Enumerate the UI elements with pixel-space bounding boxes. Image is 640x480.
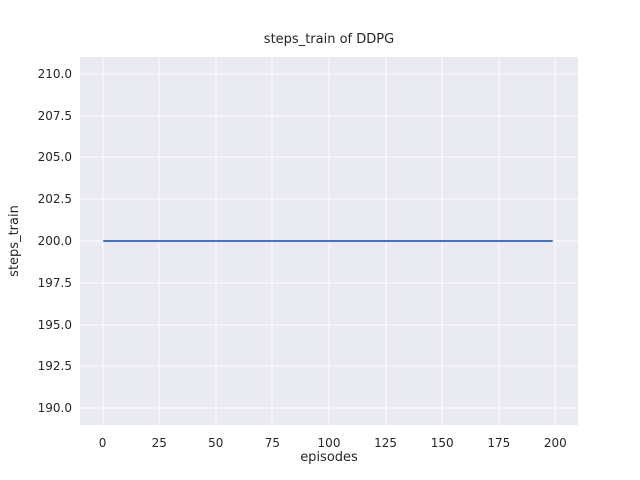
horizontal-grid-line [80, 324, 578, 326]
horizontal-grid-line [80, 115, 578, 117]
x-tick-labels: 0 25 50 75 100 125 150 175 200 [80, 437, 578, 451]
chart-title: steps_train of DDPG [263, 32, 395, 47]
plot-area [80, 57, 578, 425]
x-tick-label: 150 [430, 436, 454, 450]
x-tick-label: 125 [374, 436, 398, 450]
y-tick-label: 202.5 [37, 192, 72, 207]
x-tick-label: 50 [208, 436, 224, 450]
x-tick-label: 0 [98, 436, 107, 450]
x-tick-label: 25 [151, 436, 167, 450]
x-tick-label: 75 [264, 436, 281, 450]
y-tick-label: 195.0 [37, 317, 72, 332]
horizontal-grid-line [80, 365, 578, 367]
horizontal-grid-line [80, 282, 578, 284]
x-axis-label: episodes [300, 450, 358, 465]
horizontal-grid-line [80, 198, 578, 200]
y-tick-label: 205.0 [37, 150, 72, 165]
y-tick-label: 207.5 [37, 108, 72, 123]
y-tick-label: 200.0 [37, 234, 72, 248]
y-tick-label: 210.0 [37, 66, 72, 81]
y-tick-label: 192.5 [37, 359, 72, 374]
horizontal-grid-line [80, 73, 578, 75]
y-tick-labels: 190.0 192.5 195.0 197.5 200.0 202.5 205.0 207.5… [0, 57, 72, 425]
x-tick-label: 200 [543, 436, 567, 450]
x-tick-label: 175 [487, 436, 511, 450]
horizontal-grid-line [80, 407, 578, 409]
horizontal-grid-line [80, 156, 578, 158]
y-tick-label: 190.0 [37, 401, 72, 416]
data-line-steps_train [102, 240, 554, 242]
x-tick-label: 100 [317, 436, 341, 450]
y-tick-label: 197.5 [37, 275, 72, 290]
